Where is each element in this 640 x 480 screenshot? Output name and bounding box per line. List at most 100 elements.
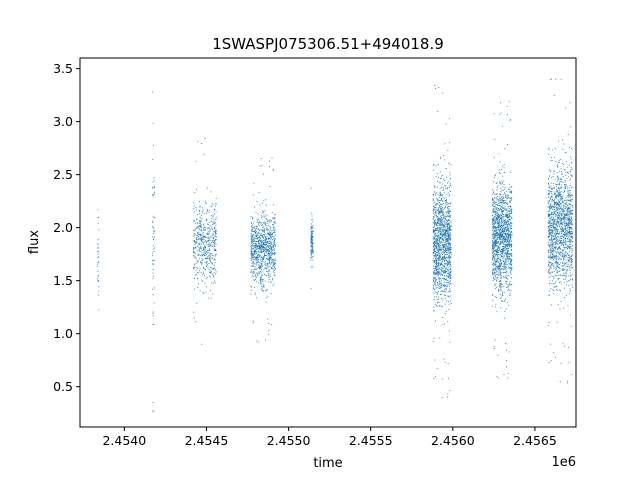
data-point (501, 217, 502, 219)
data-point (505, 264, 507, 266)
data-point (449, 262, 451, 264)
data-point (496, 311, 498, 313)
data-point (436, 247, 438, 249)
data-point (499, 182, 500, 184)
data-point (253, 254, 255, 256)
data-point (205, 240, 207, 241)
data-point (492, 294, 494, 296)
data-point (269, 219, 271, 221)
data-point (507, 228, 509, 230)
data-point (262, 248, 264, 250)
data-point (442, 238, 444, 239)
data-point (195, 321, 197, 323)
data-point (494, 234, 496, 236)
data-point (498, 221, 500, 223)
data-point (440, 194, 442, 195)
data-point (197, 141, 199, 143)
data-point (499, 161, 501, 163)
data-point (251, 239, 253, 241)
data-point (495, 208, 497, 210)
data-point (498, 227, 499, 229)
data-point (563, 248, 565, 250)
data-point (448, 202, 450, 204)
data-point (271, 250, 273, 252)
data-point (564, 184, 566, 186)
data-point (510, 216, 512, 218)
data-point (557, 221, 559, 223)
data-point (204, 229, 206, 231)
data-point (499, 254, 501, 256)
data-point (449, 227, 451, 229)
data-point (557, 265, 558, 267)
data-point (493, 232, 494, 234)
data-point (559, 220, 561, 222)
data-point (511, 228, 513, 229)
data-point (561, 214, 563, 216)
data-point (492, 229, 493, 231)
data-point (432, 216, 434, 218)
data-point (503, 221, 505, 222)
data-point (448, 257, 450, 259)
data-point (499, 235, 501, 237)
data-point (263, 290, 265, 292)
data-point (193, 251, 194, 253)
data-point (449, 250, 451, 252)
data-point (506, 235, 508, 237)
data-point (446, 237, 448, 239)
data-point (256, 235, 258, 237)
data-point (440, 273, 442, 275)
data-point (253, 271, 255, 273)
data-point (507, 243, 509, 244)
data-point (449, 252, 450, 254)
data-point (265, 199, 267, 201)
data-point (558, 195, 560, 197)
data-point (446, 193, 448, 195)
data-point (500, 206, 502, 208)
data-point (442, 186, 444, 188)
data-point (269, 259, 271, 261)
data-point (261, 241, 263, 243)
data-point (153, 275, 154, 277)
data-point (251, 274, 253, 276)
data-point (502, 240, 504, 242)
data-point (493, 246, 495, 248)
data-point (510, 233, 512, 235)
data-point (434, 224, 436, 225)
data-point (502, 238, 504, 239)
data-point (442, 230, 444, 232)
data-point (558, 267, 560, 269)
data-point (449, 272, 451, 273)
data-point (491, 218, 493, 220)
data-point (499, 236, 501, 237)
data-point (564, 297, 565, 299)
data-point (496, 280, 498, 282)
data-point (443, 266, 445, 267)
data-point (440, 229, 442, 231)
data-point (568, 224, 570, 226)
data-point (511, 263, 513, 265)
data-point (570, 199, 572, 201)
data-point (448, 235, 450, 237)
data-point (445, 231, 446, 232)
data-point (507, 224, 509, 225)
data-point (437, 223, 439, 225)
data-point (509, 201, 511, 203)
data-point (257, 259, 259, 260)
data-point (449, 274, 451, 276)
data-point (272, 268, 274, 270)
data-point (561, 219, 563, 221)
data-point (440, 264, 442, 266)
data-point (432, 242, 434, 244)
data-point (449, 229, 451, 231)
data-point (262, 227, 264, 229)
data-point (193, 240, 195, 242)
data-point (198, 283, 200, 285)
data-point (505, 276, 507, 278)
data-point (568, 207, 570, 209)
data-point (548, 193, 550, 195)
data-point (256, 200, 258, 202)
data-point (557, 215, 558, 217)
data-point (257, 254, 259, 256)
data-point (493, 226, 495, 227)
data-point (438, 249, 440, 251)
